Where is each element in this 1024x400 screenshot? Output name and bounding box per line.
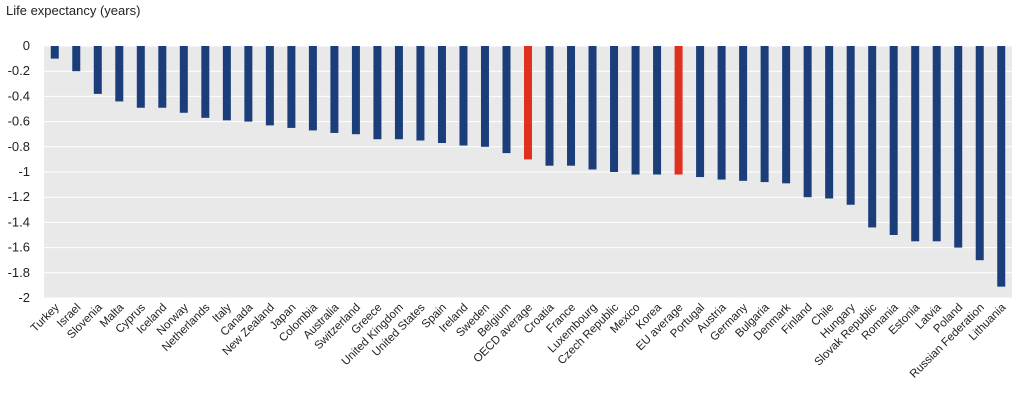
bar (394, 46, 403, 140)
x-tick-label: Turkey (29, 301, 62, 334)
y-tick-label: -0.6 (8, 114, 30, 129)
y-tick-label: -1.6 (8, 240, 30, 255)
bar (631, 46, 640, 175)
bar (782, 46, 791, 184)
bar (524, 46, 532, 160)
y-tick-label: -0.2 (8, 63, 30, 78)
bar (653, 46, 662, 175)
bar (588, 46, 597, 170)
y-tick-label: -2 (18, 290, 30, 305)
bar (308, 46, 317, 131)
bar (846, 46, 855, 205)
bar (696, 46, 705, 178)
bar (739, 46, 748, 181)
bar (287, 46, 296, 128)
bar (93, 46, 102, 94)
bar (179, 46, 188, 113)
bar (437, 46, 446, 144)
bar (911, 46, 920, 242)
y-tick-label: -1.4 (8, 214, 30, 229)
bar (480, 46, 489, 147)
bar (760, 46, 769, 183)
bar (459, 46, 468, 146)
bar (115, 46, 124, 102)
bar (567, 46, 576, 166)
bar (674, 46, 683, 175)
bar (717, 46, 726, 180)
bar (222, 46, 231, 121)
y-axis-title: Life expectancy (years) (6, 3, 141, 18)
y-tick-label: 0 (23, 38, 30, 53)
bar (868, 46, 877, 228)
bar (351, 46, 360, 135)
bar (416, 46, 425, 141)
y-tick-label: -1.8 (8, 265, 30, 280)
bar (72, 46, 81, 72)
bar (610, 46, 619, 172)
y-tick-label: -0.4 (8, 88, 30, 103)
bar (244, 46, 253, 122)
bar (889, 46, 898, 235)
bar (373, 46, 382, 140)
bar (50, 46, 59, 59)
bar (954, 46, 963, 248)
y-tick-label: -0.8 (8, 139, 30, 154)
bar (201, 46, 210, 118)
bar (803, 46, 812, 198)
y-tick-label: -1.2 (8, 189, 30, 204)
bar (136, 46, 145, 108)
bar (932, 46, 941, 242)
bar (502, 46, 511, 154)
bar (158, 46, 167, 108)
bar (265, 46, 274, 126)
bar (825, 46, 834, 199)
bar (975, 46, 984, 261)
y-tick-label: -1 (18, 164, 30, 179)
bar (330, 46, 339, 133)
bar (545, 46, 554, 166)
bar (997, 46, 1006, 287)
